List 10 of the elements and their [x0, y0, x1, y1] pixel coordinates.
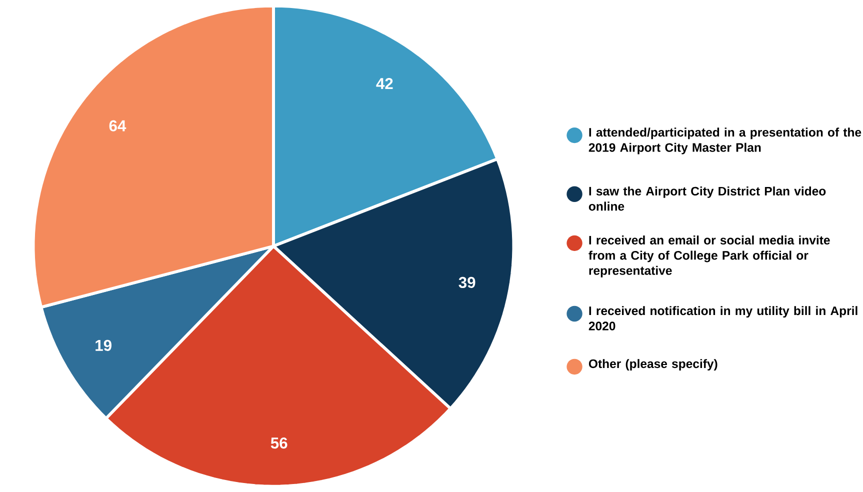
legend-label: I saw the Airport City District Plan video online: [588, 186, 826, 211]
legend-label: I attended/participated in a presentation of the 2019 Airport City Master Plan: [588, 128, 862, 154]
legend-label: I received an email or social media invite from a City of College Park official or representative: [588, 235, 830, 278]
data-label: 42: [376, 78, 393, 89]
data-label: 19: [96, 340, 112, 351]
legend-label: I received notification in my utility bill in April 2020: [588, 306, 858, 330]
data-label: 56: [270, 437, 288, 448]
data-label: 39: [458, 276, 476, 288]
legend-label: Other (please specify): [588, 358, 718, 370]
data-label: 64: [109, 120, 126, 132]
